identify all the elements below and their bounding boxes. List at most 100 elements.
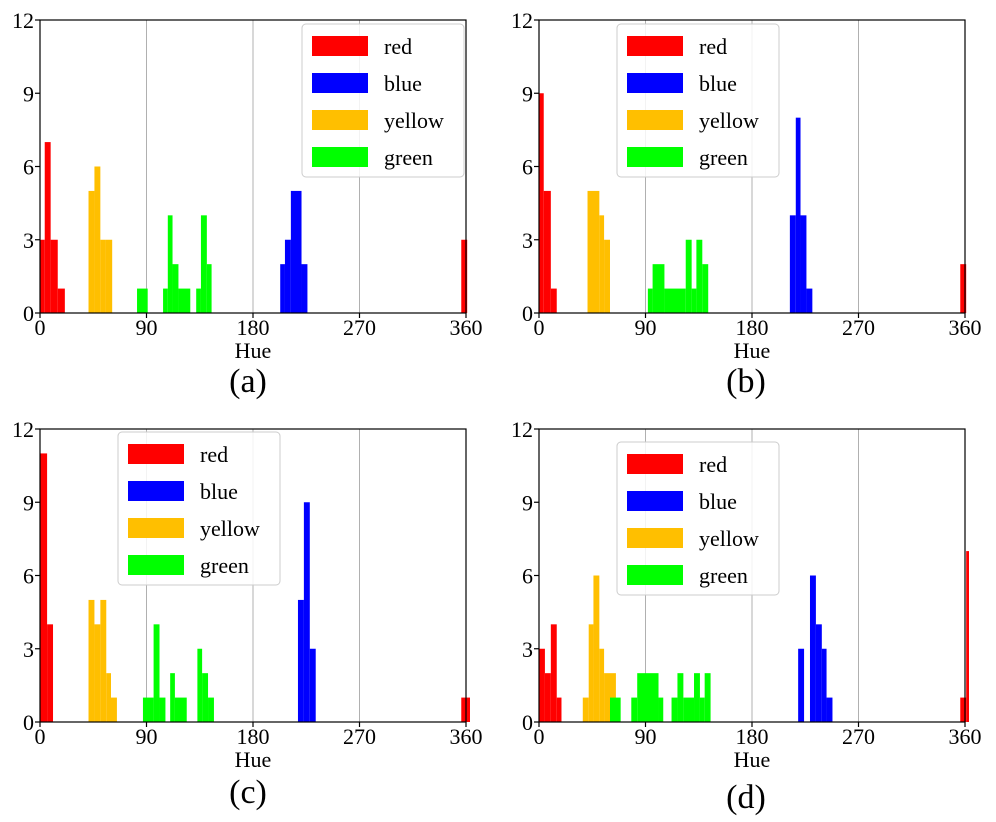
x-axis-label: Hue [734,747,771,772]
x-axis-label: Hue [235,338,272,363]
bar-yellow [111,697,117,722]
bar-red [960,697,967,722]
bar-yellow [599,215,605,313]
bar-yellow [599,648,605,722]
legend-swatch-yellow [312,110,368,130]
bar-yellow [88,599,95,722]
legend-label-green: green [699,145,748,170]
y-tick-label: 0 [23,301,34,326]
bar-green [137,288,148,313]
x-axis-label: Hue [734,338,771,363]
bar-red [960,264,967,313]
bar-blue [280,264,285,313]
legend-label-yellow: yellow [384,108,444,133]
bar-blue [309,648,316,722]
bar-red [40,239,45,313]
bar-blue [789,215,796,313]
legend-box [117,431,281,586]
y-tick-label: 6 [522,155,533,180]
legend-label-yellow: yellow [699,108,759,133]
bar-blue [815,624,822,722]
bar-green [178,288,191,313]
legend-swatch-yellow [627,110,683,130]
bar-yellow [100,599,107,722]
x-tick-label: 270 [842,724,875,749]
x-tick-label: 360 [949,724,982,749]
bar-green [652,264,665,313]
legend-swatch-red [128,444,184,464]
bar-green [200,215,207,313]
x-tick-label: 0 [35,315,46,340]
bar-yellow [105,239,113,313]
bar-red [550,624,557,722]
bar-blue [821,648,827,722]
bar-green [683,697,695,722]
bar-blue [826,697,833,722]
y-tick-label: 12 [12,8,34,33]
x-tick-label: 180 [736,315,769,340]
bar-blue [290,190,302,313]
bar-red [556,697,562,722]
bar-green [685,239,692,313]
bar-blue [800,215,807,313]
legend-label-red: red [699,452,727,477]
bar-green [163,288,168,313]
y-tick-label: 0 [522,301,533,326]
x-tick-label: 270 [343,724,376,749]
legend-box [616,23,780,178]
x-tick-label: 270 [343,315,376,340]
legend: red blue yellow green [117,431,281,586]
legend-label-yellow: yellow [200,516,260,541]
bar-green [172,264,179,313]
legend-box [616,441,780,596]
bar-red [544,673,551,722]
panel-label: (c) [229,774,267,811]
legend: red blue yellow green [616,441,780,596]
legend-swatch-red [312,36,368,56]
legend-label-blue: blue [699,489,737,514]
legend-box [301,23,465,178]
bar-green [153,624,160,722]
bar-blue [809,575,816,722]
x-tick-label: 180 [237,315,270,340]
y-tick-label: 6 [23,155,34,180]
y-tick-label: 9 [23,81,34,106]
bar-yellow [106,673,111,722]
bar-blue [795,117,801,314]
legend-swatch-yellow [627,528,683,548]
bar-green [704,673,711,722]
y-tick-label: 9 [23,490,34,515]
legend-swatch-green [312,147,368,167]
x-tick-label: 90 [635,724,657,749]
bar-green [159,697,166,722]
legend-swatch-green [627,565,683,585]
bar-yellow [604,239,610,313]
bar-blue [284,239,291,313]
bar-green [196,288,201,313]
bar-green [671,697,678,722]
x-tick-label: 360 [949,315,982,340]
bar-blue [806,288,813,313]
y-tick-label: 9 [522,81,533,106]
legend-label-blue: blue [699,71,737,96]
legend-label-green: green [699,563,748,588]
y-tick-label: 12 [511,8,533,33]
panel-label: (b) [726,363,766,400]
x-tick-label: 0 [35,724,46,749]
legend-label-yellow: yellow [699,526,759,551]
bar-green [167,215,173,313]
legend-swatch-yellow [128,518,184,538]
bar-yellow [587,190,600,313]
x-tick-label: 90 [635,315,657,340]
legend-label-green: green [384,145,433,170]
bar-red [44,142,51,313]
y-tick-label: 3 [23,637,34,662]
legend-swatch-green [627,147,683,167]
bar-green [206,264,212,313]
legend-label-red: red [384,34,412,59]
bar-blue [798,648,805,722]
bar-green [631,697,638,722]
bar-green [202,673,209,722]
bar-red [539,648,545,722]
